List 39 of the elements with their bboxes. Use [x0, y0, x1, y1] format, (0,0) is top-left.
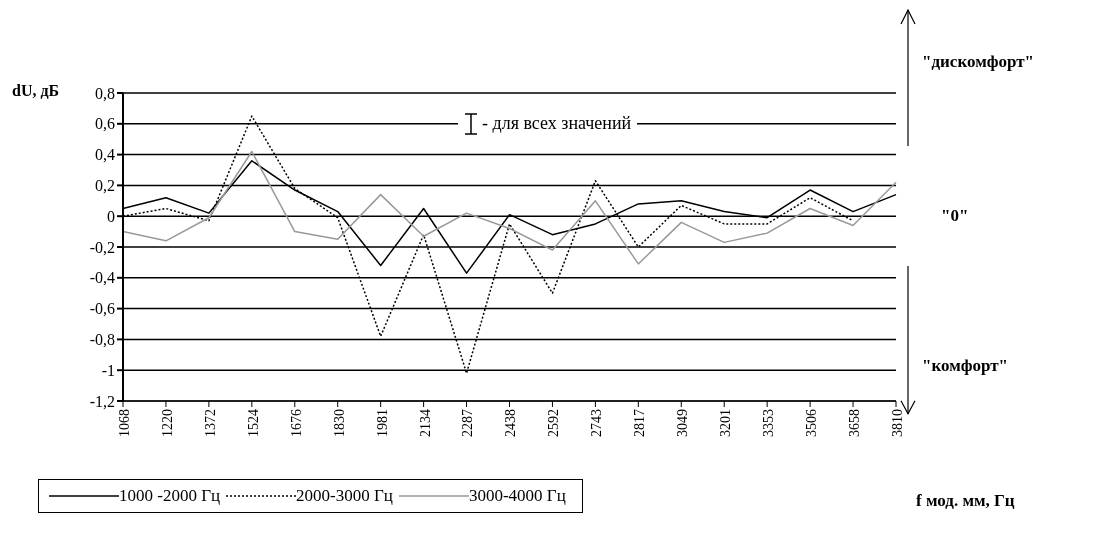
- x-tick-label: 2592: [546, 409, 562, 437]
- x-axis-title: f мод. мм, Гц: [916, 491, 1015, 511]
- x-tick-label: 2287: [460, 409, 476, 437]
- y-tick-label: 0,2: [95, 177, 115, 195]
- text: "дискомфорт": [922, 52, 1034, 72]
- x-tick-label: 1524: [245, 409, 261, 437]
- x-tick-label: 3201: [718, 409, 734, 437]
- y-tick-label: 0,6: [95, 115, 115, 133]
- y-tick-label: -0,2: [89, 238, 115, 256]
- x-tick-label: 1372: [202, 409, 218, 437]
- legend-label: 1000 -2000 Гц: [119, 486, 221, 506]
- y-tick-label: 0,8: [95, 84, 115, 102]
- x-tick-label: 1220: [159, 409, 175, 437]
- legend-label: 2000-3000 Гц: [296, 486, 393, 506]
- x-tick-label: 3810: [889, 409, 905, 437]
- y-tick-label: -0,6: [89, 300, 115, 318]
- text: "комфорт": [922, 356, 1009, 377]
- legend-label: 3000-4000 Гц: [468, 486, 566, 506]
- y-tick-label: -1,2: [89, 392, 115, 410]
- x-tick-label: 2817: [632, 409, 648, 437]
- x-tick-label: 3658: [847, 409, 862, 437]
- annotation: - для всех значений: [482, 113, 632, 135]
- y-axis-title: dU, дБ: [12, 82, 60, 100]
- x-tick-label: 1676: [288, 409, 304, 437]
- x-tick-label: 1830: [331, 409, 347, 437]
- x-tick-label: 2438: [503, 409, 519, 437]
- x-tick-label: 3353: [761, 409, 777, 437]
- text: "0": [941, 206, 969, 227]
- y-tick-label: 0: [107, 207, 115, 225]
- x-tick-label: 3049: [675, 409, 691, 437]
- x-tick-label: 1981: [374, 409, 390, 437]
- y-tick-label: 0,4: [95, 146, 115, 164]
- y-tick-label: -0,8: [89, 331, 115, 349]
- y-tick-label: -0,4: [89, 269, 115, 287]
- y-tick-label: -1: [101, 361, 115, 379]
- x-tick-label: 1068: [116, 409, 132, 437]
- x-tick-label: 3506: [804, 409, 820, 437]
- x-tick-label: 2743: [589, 409, 605, 437]
- x-tick-label: 2134: [417, 409, 433, 437]
